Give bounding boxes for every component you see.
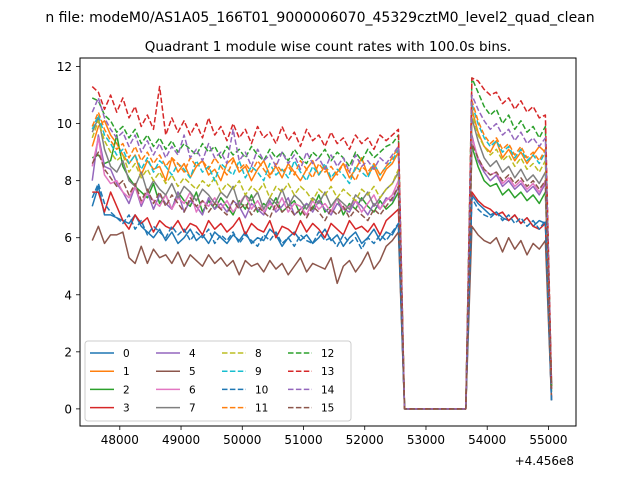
series-line-5 bbox=[91, 225, 553, 410]
x-tick-label: 51000 bbox=[284, 433, 322, 447]
y-tick-label: 4 bbox=[64, 288, 72, 302]
legend-label-8: 8 bbox=[255, 348, 262, 360]
series-line-11 bbox=[91, 100, 553, 410]
series-line-9 bbox=[91, 102, 553, 410]
x-tick-label: 50000 bbox=[223, 433, 261, 447]
series-line-7 bbox=[91, 117, 553, 410]
x-axis: 48000 49000 50000 51000 52000 53000 54000 55000 bbox=[101, 426, 568, 447]
legend-label-6: 6 bbox=[189, 384, 196, 396]
legend-label-12: 12 bbox=[321, 348, 334, 360]
y-axis: 0 2 4 6 8 10 12 bbox=[57, 60, 80, 416]
legend-label-15: 15 bbox=[321, 403, 334, 415]
legend-label-10: 10 bbox=[255, 384, 268, 396]
legend-label-0: 0 bbox=[123, 348, 130, 360]
y-tick-label: 10 bbox=[57, 117, 72, 131]
legend-label-13: 13 bbox=[321, 366, 334, 378]
y-tick-label: 8 bbox=[64, 174, 72, 188]
x-tick-label: 52000 bbox=[346, 433, 384, 447]
x-tick-label: 49000 bbox=[162, 433, 200, 447]
legend-label-14: 14 bbox=[321, 384, 335, 396]
series-line-15 bbox=[91, 142, 553, 410]
chart-title: Quadrant 1 module wise count rates with … bbox=[145, 39, 511, 55]
legend-label-7: 7 bbox=[189, 403, 196, 415]
series-line-13 bbox=[91, 77, 553, 410]
series-line-12 bbox=[91, 77, 553, 410]
figure-suptitle: n file: modeM0/AS1A05_166T01_9000006070_… bbox=[45, 10, 594, 26]
x-tick-label: 53000 bbox=[407, 433, 445, 447]
series-line-3 bbox=[92, 191, 553, 410]
series-line-8 bbox=[91, 111, 553, 410]
y-tick-label: 2 bbox=[64, 345, 72, 359]
legend-label-4: 4 bbox=[189, 348, 196, 360]
x-tick-label: 55000 bbox=[529, 433, 567, 447]
series-line-10 bbox=[91, 182, 553, 410]
legend-label-3: 3 bbox=[123, 403, 130, 415]
legend-label-1: 1 bbox=[123, 366, 130, 378]
x-tick-label: 48000 bbox=[101, 433, 139, 447]
y-tick-label: 0 bbox=[64, 402, 72, 416]
legend-label-5: 5 bbox=[189, 366, 196, 378]
x-axis-offset-label: +4.456e8 bbox=[515, 454, 574, 468]
x-tick-label: 54000 bbox=[468, 433, 506, 447]
legend-label-9: 9 bbox=[255, 366, 262, 378]
series-line-14 bbox=[91, 94, 553, 410]
y-tick-label: 12 bbox=[57, 60, 72, 74]
plot-frame bbox=[79, 57, 577, 427]
series-layer bbox=[91, 77, 553, 410]
legend-box bbox=[84, 340, 352, 422]
y-tick-label: 6 bbox=[64, 231, 72, 245]
legend-label-11: 11 bbox=[255, 403, 268, 415]
legend-label-2: 2 bbox=[123, 384, 130, 396]
